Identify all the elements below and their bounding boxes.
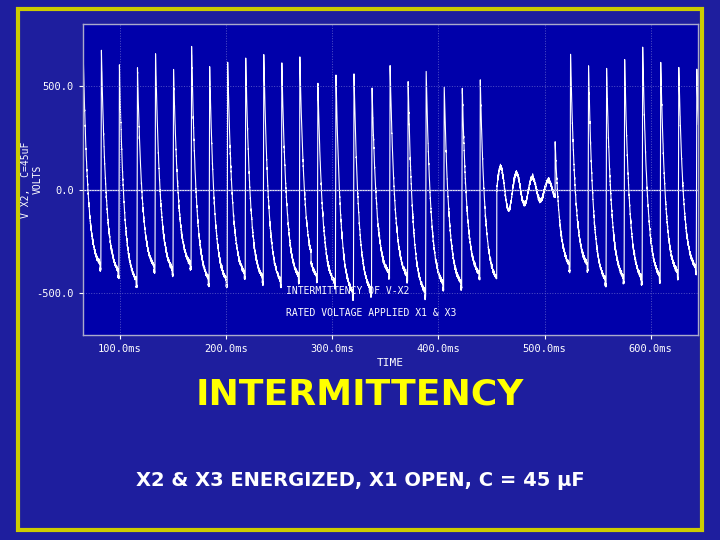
Text: RATED VOLTAGE APPLIED X1 & X3: RATED VOLTAGE APPLIED X1 & X3	[286, 308, 456, 318]
Text: INTERMITTENCY OF V-X2: INTERMITTENCY OF V-X2	[286, 286, 410, 296]
Y-axis label: V X2,  C=45uF
VOLTS: V X2, C=45uF VOLTS	[22, 141, 43, 218]
X-axis label: TIME: TIME	[377, 358, 404, 368]
Text: X2 & X3 ENERGIZED, X1 OPEN, C = 45 μF: X2 & X3 ENERGIZED, X1 OPEN, C = 45 μF	[135, 471, 585, 490]
Text: INTERMITTENCY: INTERMITTENCY	[196, 377, 524, 411]
